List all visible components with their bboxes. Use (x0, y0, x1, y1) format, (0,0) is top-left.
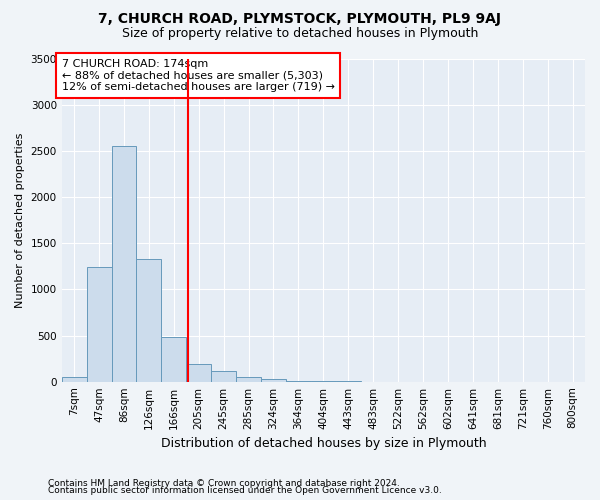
Bar (62, 377, 86, 382)
Bar (236, 377, 261, 382)
Text: Size of property relative to detached houses in Plymouth: Size of property relative to detached ho… (122, 28, 478, 40)
Bar (86, 268, 112, 382)
Bar (112, 146, 136, 382)
X-axis label: Distribution of detached houses by size in Plymouth: Distribution of detached houses by size … (161, 437, 486, 450)
Bar (286, 380, 311, 382)
Bar (136, 259, 161, 382)
Text: 7 CHURCH ROAD: 174sqm
← 88% of detached houses are smaller (5,303)
12% of semi-d: 7 CHURCH ROAD: 174sqm ← 88% of detached … (62, 59, 335, 92)
Text: Contains HM Land Registry data © Crown copyright and database right 2024.: Contains HM Land Registry data © Crown c… (48, 478, 400, 488)
Text: 7, CHURCH ROAD, PLYMSTOCK, PLYMOUTH, PL9 9AJ: 7, CHURCH ROAD, PLYMSTOCK, PLYMOUTH, PL9… (98, 12, 502, 26)
Bar (186, 364, 211, 382)
Bar (261, 380, 286, 382)
Bar (161, 338, 186, 382)
Bar (211, 370, 236, 382)
Y-axis label: Number of detached properties: Number of detached properties (15, 132, 25, 308)
Text: Contains public sector information licensed under the Open Government Licence v3: Contains public sector information licen… (48, 486, 442, 495)
